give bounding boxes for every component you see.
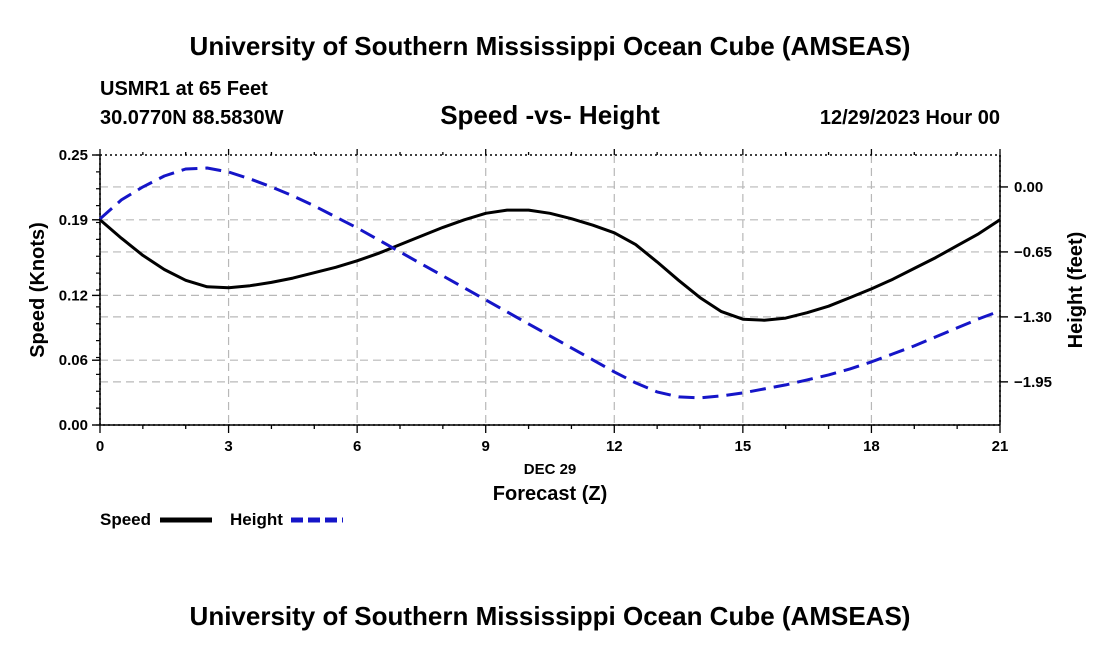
x-tick-label: 0 xyxy=(96,438,104,455)
chart-subtitle: Speed -vs- Height xyxy=(440,100,660,130)
series-height-line xyxy=(99,166,1001,400)
series-speed-line xyxy=(99,208,1001,322)
axis-ticks: 0 3 6 9 12 15 18 21 0.00 0.06 0.12 0.19 0.25 0.00 −0.6… xyxy=(59,147,1052,455)
x-tick-label: 12 xyxy=(606,438,623,455)
y2-tick-label: −0.65 xyxy=(1014,244,1052,261)
forecast-date-label: 12/29/2023 Hour 00 xyxy=(820,107,1000,129)
grid-lines xyxy=(100,155,1000,425)
data-series xyxy=(99,166,1001,400)
x-tick-label: 9 xyxy=(482,438,490,455)
y-tick-label: 0.06 xyxy=(59,352,88,369)
x-tick-label: 3 xyxy=(224,438,232,455)
legend: Speed Height xyxy=(100,510,343,529)
footer-title: University of Southern Mississippi Ocean… xyxy=(190,601,911,631)
station-label: USMR1 at 65 Feet xyxy=(100,78,268,100)
x-axis-day-label: DEC 29 xyxy=(524,461,577,478)
y2-axis-title: Height (feet) xyxy=(1065,232,1087,349)
x-tick-label: 18 xyxy=(863,438,880,455)
y2-tick-label: −1.30 xyxy=(1014,309,1052,326)
legend-speed-label: Speed xyxy=(100,510,151,529)
y-tick-label: 0.25 xyxy=(59,147,88,164)
y-tick-label: 0.00 xyxy=(59,417,88,434)
x-tick-label: 15 xyxy=(735,438,752,455)
legend-height-label: Height xyxy=(230,510,283,529)
chart-main-title: University of Southern Mississippi Ocean… xyxy=(190,31,911,61)
y-axis-title: Speed (Knots) xyxy=(27,222,49,358)
y2-tick-label: −1.95 xyxy=(1014,374,1052,391)
y-tick-label: 0.12 xyxy=(59,287,88,304)
coordinates-label: 30.0770N 88.5830W xyxy=(100,107,284,129)
x-tick-label: 6 xyxy=(353,438,361,455)
x-tick-label: 21 xyxy=(992,438,1009,455)
y2-tick-label: 0.00 xyxy=(1014,179,1043,196)
y-tick-label: 0.19 xyxy=(59,212,88,229)
x-axis-title: Forecast (Z) xyxy=(493,483,607,505)
